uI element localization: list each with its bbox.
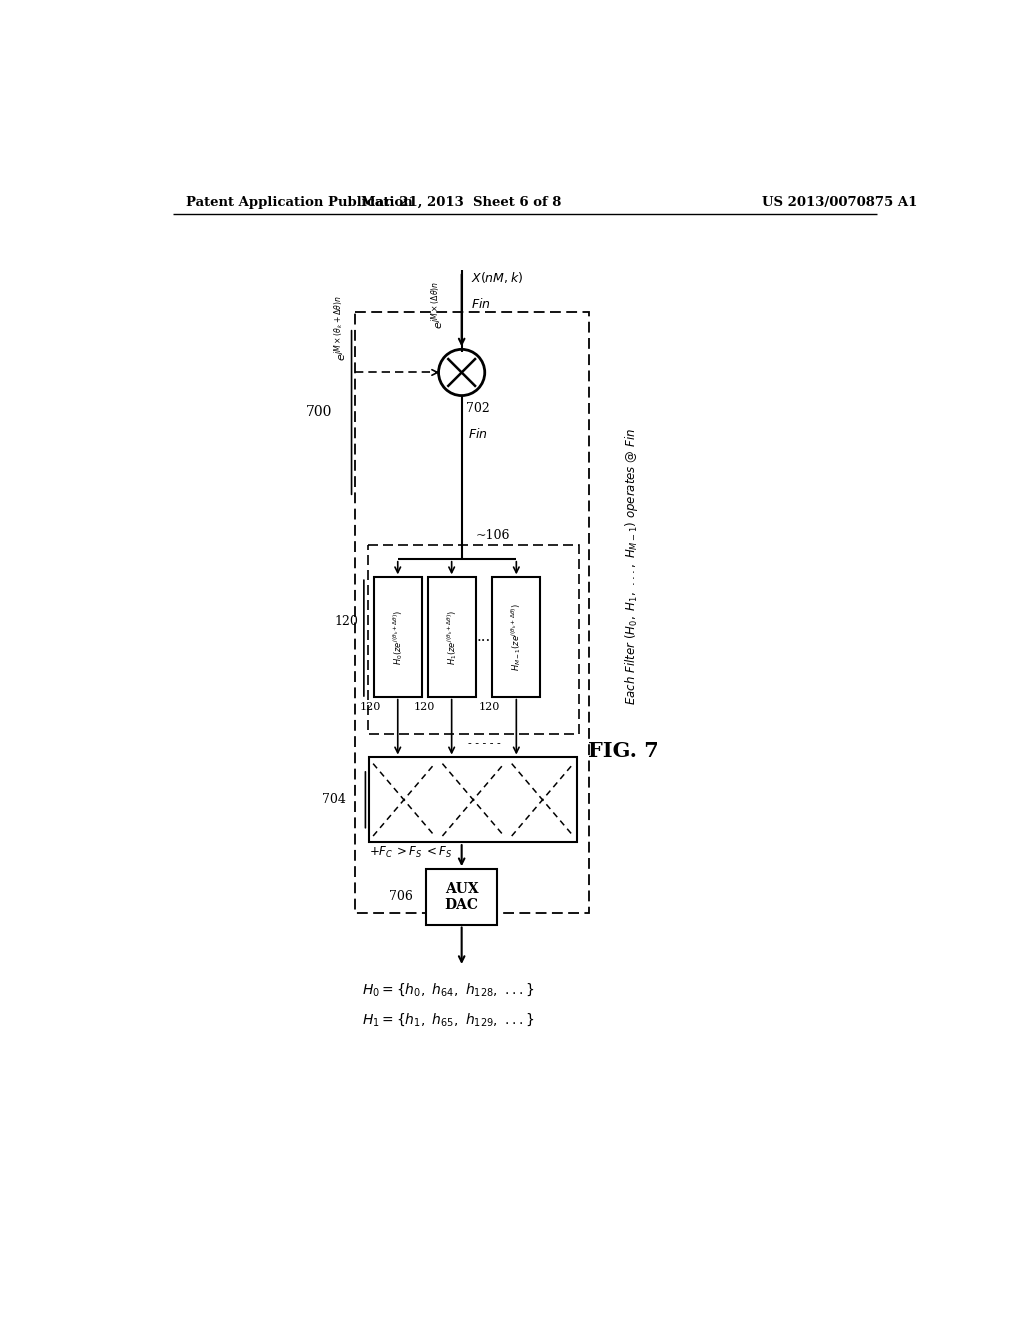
Text: FIG. 7: FIG. 7 [588,742,658,762]
Text: 120: 120 [478,702,500,713]
Text: 704: 704 [323,793,346,807]
Bar [355,313,589,913]
Text: AUX
DAC: AUX DAC [444,882,478,912]
Text: ...: ... [477,630,492,644]
Text: $Each\ Filter\ (H_0,\ H_1,\ ...,\ H_{M-1})\ operates\ @\ Fin$: $Each\ Filter\ (H_0,\ H_1,\ ...,\ H_{M-1… [623,428,640,705]
Bar [428,577,475,697]
Text: $Fin$: $Fin$ [471,297,490,312]
Text: $+F_C$: $+F_C$ [369,845,393,861]
Text: 706: 706 [388,890,413,903]
Text: 700: 700 [306,405,333,420]
Text: $Fin$: $Fin$ [468,428,487,441]
Text: - - - - -: - - - - - [468,739,501,748]
Text: $>F_S$: $>F_S$ [393,845,422,861]
Text: $<F_S$: $<F_S$ [425,845,453,861]
Text: $e^{jM\times(\theta_k+\Delta\theta)n}$: $e^{jM\times(\theta_k+\Delta\theta)n}$ [333,294,349,360]
Text: $H_{M-1}(ze^{j(\theta_k+\Delta\theta)})$: $H_{M-1}(ze^{j(\theta_k+\Delta\theta)})$ [509,603,523,671]
Bar [426,869,497,924]
Text: US 2013/0070875 A1: US 2013/0070875 A1 [762,195,918,209]
Text: $X(nM,k)$: $X(nM,k)$ [471,271,523,285]
Text: 120: 120 [335,615,358,628]
Bar [374,577,422,697]
Bar [493,577,541,697]
Text: $e^{jM\times(\Delta\theta)n}$: $e^{jM\times(\Delta\theta)n}$ [430,281,446,329]
Text: $H_0 = \{h_0,\ h_{64},\ h_{128},\ ...\}$: $H_0 = \{h_0,\ h_{64},\ h_{128},\ ...\}$ [361,982,535,998]
Text: $H_1 = \{h_1,\ h_{65},\ h_{129},\ ...\}$: $H_1 = \{h_1,\ h_{65},\ h_{129},\ ...\}$ [361,1011,535,1028]
Bar [370,758,578,842]
Text: 120: 120 [414,702,435,713]
Text: 702: 702 [466,401,490,414]
Text: ~106: ~106 [475,529,510,543]
Text: $H_1(ze^{j(\theta_k+\Delta\theta)})$: $H_1(ze^{j(\theta_k+\Delta\theta)})$ [444,610,459,665]
Text: 120: 120 [360,702,382,713]
Text: Mar. 21, 2013  Sheet 6 of 8: Mar. 21, 2013 Sheet 6 of 8 [361,195,562,209]
Text: Patent Application Publication: Patent Application Publication [186,195,413,209]
Text: $H_0(ze^{j(\theta_k+\Delta\theta)})$: $H_0(ze^{j(\theta_k+\Delta\theta)})$ [391,610,404,665]
Bar [368,545,579,734]
